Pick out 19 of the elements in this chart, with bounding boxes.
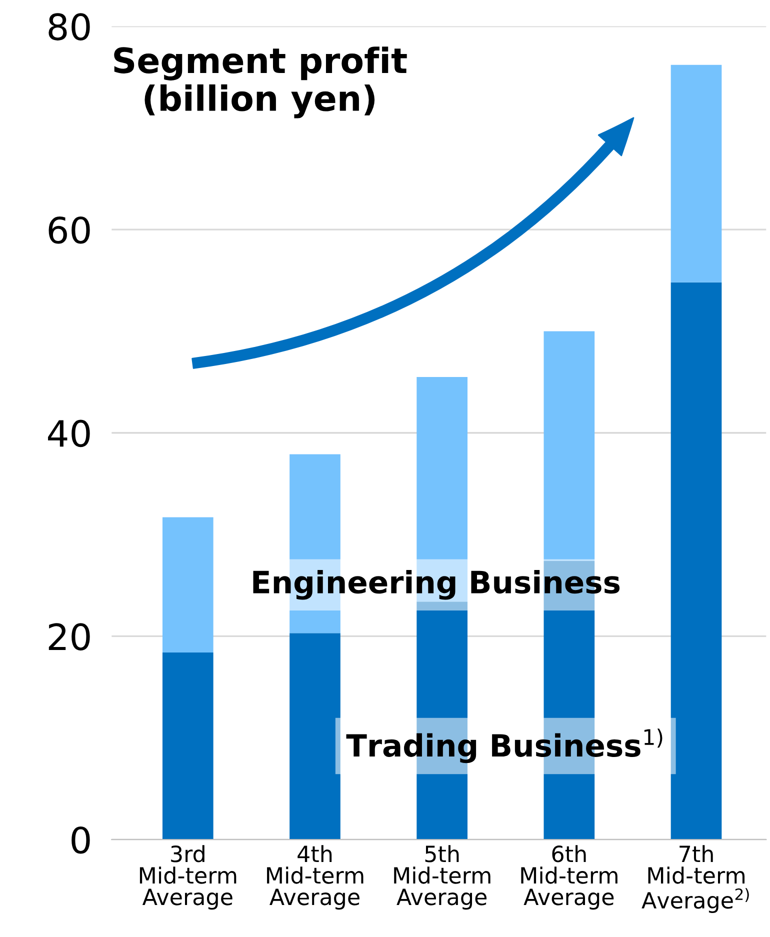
bar bbox=[162, 652, 214, 840]
x-tick-label: 3rd Mid-term Average bbox=[140, 845, 236, 910]
series-label: Engineering Business bbox=[253, 570, 620, 600]
y-tick-label: 40 bbox=[48, 420, 90, 448]
y-tick-label: 0 bbox=[72, 826, 90, 854]
y-tick-label: 20 bbox=[48, 623, 90, 650]
bar bbox=[544, 331, 595, 561]
x-tick-label: 6th Mid-term Average bbox=[521, 845, 618, 910]
x-tick-label: 7th Mid-term Average$^{2)}$ bbox=[642, 845, 749, 914]
text: Segment profit (billion yen) bbox=[114, 46, 407, 118]
y-tick-label: 60 bbox=[48, 216, 90, 244]
bar bbox=[670, 282, 722, 840]
y-tick-label: 80 bbox=[48, 13, 90, 40]
series-label: Trading Business$^{1)}$ bbox=[346, 728, 662, 764]
x-tick-label: 4th Mid-term Average bbox=[267, 845, 364, 910]
bar bbox=[162, 517, 214, 652]
bar bbox=[670, 64, 722, 282]
x-tick-label: 5th Mid-term Average bbox=[394, 845, 490, 910]
bar bbox=[290, 633, 340, 840]
